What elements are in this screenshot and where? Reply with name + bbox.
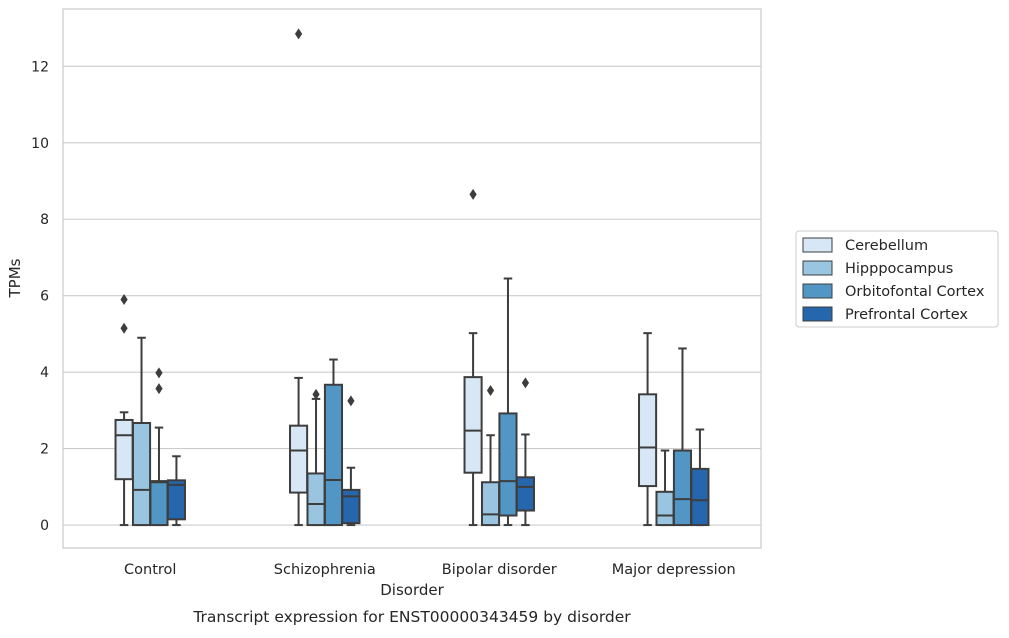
outlier-point	[486, 385, 495, 397]
box-body	[498, 412, 518, 517]
legend-swatch	[802, 306, 833, 322]
y-axis-label: TPMs	[6, 258, 24, 298]
outlier-point	[521, 377, 530, 389]
box-prefrontal-cortex	[515, 377, 535, 527]
x-axis-label: Disorder	[380, 581, 444, 599]
outlier-point	[294, 28, 303, 40]
legend-label: Prefrontal Cortex	[845, 307, 968, 323]
plot-frame	[62, 8, 762, 549]
box-body	[480, 481, 501, 527]
outlier-point	[469, 188, 477, 200]
box-orbitofontal-cortex	[323, 358, 344, 527]
box-cerebellum	[638, 332, 658, 527]
chart-caption: Transcript expression for ENST0000034345…	[192, 608, 631, 626]
legend-frame	[795, 230, 999, 328]
box-orbitofontal-cortex	[149, 367, 169, 527]
box-hipppocampus	[655, 449, 675, 527]
box-cerebellum	[114, 294, 134, 527]
y-tick-label: 0	[40, 518, 49, 534]
box-body	[655, 490, 675, 527]
y-tick-label: 2	[40, 442, 49, 458]
y-tick-labels: 0 2 4 6 8 10 12	[31, 59, 49, 534]
x-tick-label: Schizophrenia	[274, 562, 376, 578]
box-cerebellum	[463, 188, 483, 527]
outlier-point	[312, 388, 320, 400]
box-orbitofontal-cortex	[498, 277, 518, 527]
outlier-point	[155, 367, 163, 379]
box-body	[323, 383, 344, 527]
box-body	[289, 424, 309, 494]
box-body	[131, 421, 152, 527]
gridlines	[63, 65, 761, 526]
box-prefrontal-cortex	[166, 455, 186, 527]
outlier-point	[120, 322, 128, 334]
box-body	[341, 488, 361, 525]
box-prefrontal-cortex	[690, 428, 710, 527]
x-tick-label: Control	[124, 562, 176, 578]
x-tick-label: Major depression	[612, 562, 736, 578]
x-tick-labels: Control Schizophrenia Bipolar disorder Majo…	[124, 562, 736, 578]
box-hipppocampus	[131, 336, 152, 527]
box-orbitofontal-cortex	[672, 347, 693, 527]
y-tick-label: 10	[31, 136, 49, 152]
box-body	[672, 449, 693, 527]
box-cerebellum	[289, 28, 309, 527]
box-body	[638, 393, 658, 488]
y-tick-label: 4	[40, 365, 49, 381]
outlier-point	[347, 395, 355, 407]
outlier-point	[155, 383, 163, 395]
box-body	[515, 476, 535, 512]
box-body	[690, 467, 710, 527]
box-hipppocampus	[306, 388, 326, 527]
box-body	[114, 418, 134, 481]
y-tick-label: 6	[40, 289, 49, 305]
legend-swatch	[802, 260, 833, 276]
y-tick-label: 8	[40, 212, 49, 228]
legend-label: Hipppocampus	[845, 261, 953, 277]
legend: Cerebellum Hipppocampus Orbitofontal Corte…	[795, 230, 999, 328]
plot-marks	[114, 28, 710, 527]
outlier-point	[120, 294, 128, 306]
box-body	[149, 480, 169, 527]
box-hipppocampus	[480, 385, 501, 527]
legend-swatch	[802, 237, 833, 253]
legend-label: Cerebellum	[845, 238, 928, 254]
legend-swatch	[802, 283, 833, 299]
box-prefrontal-cortex	[341, 395, 361, 527]
legend-label: Orbitofontal Cortex	[845, 284, 985, 300]
box-body	[166, 479, 186, 521]
y-tick-label: 12	[31, 59, 49, 75]
box-body	[463, 376, 483, 474]
box-body	[306, 472, 326, 527]
x-tick-label: Bipolar disorder	[442, 562, 557, 578]
